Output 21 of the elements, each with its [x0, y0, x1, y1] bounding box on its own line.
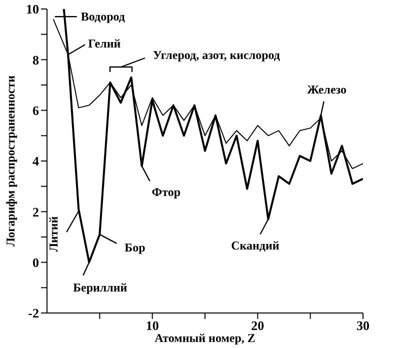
y-tick-label: 6 — [32, 102, 40, 118]
y-tick-label: 8 — [32, 52, 40, 68]
x-axis-title: Атомный номер, Z — [154, 331, 256, 345]
y-tick-label: -2 — [28, 306, 39, 321]
annotation: Фтор — [152, 185, 181, 200]
y-axis-title: Логарифм распространенности — [3, 75, 18, 246]
y-tick-label: 4 — [32, 154, 40, 169]
annotation: Бор — [124, 240, 146, 254]
annotation: Гелий — [88, 36, 121, 51]
annotation: Железо — [307, 82, 347, 96]
annotation: Углерод, азот, кислород — [153, 48, 280, 62]
annotation: Литий — [46, 216, 61, 252]
y-tick-label: 10 — [26, 2, 39, 17]
annotation: Водород — [80, 10, 125, 24]
x-tick-label: 30 — [356, 318, 370, 334]
annotation: Скандий — [231, 238, 280, 252]
x-tick-label: 10 — [146, 318, 159, 334]
annotation: Бериллий — [73, 280, 128, 294]
x-tick-label: 20 — [251, 318, 264, 334]
y-tick-label: 2 — [32, 204, 39, 220]
y-tick-label: 0 — [32, 254, 39, 270]
